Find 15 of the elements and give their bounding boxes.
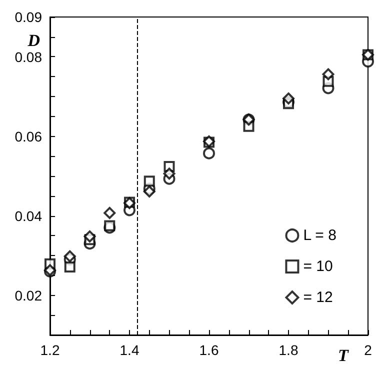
y-tick-label: 0.02 bbox=[14, 287, 42, 304]
legend-label: = 10 bbox=[303, 258, 333, 275]
x-tick-label: 1.8 bbox=[278, 342, 298, 358]
legend-label: = 12 bbox=[303, 289, 333, 306]
x-tick-label: 1.2 bbox=[40, 342, 60, 358]
x-tick-label: 1.6 bbox=[199, 342, 219, 358]
y-tick-label: 0.04 bbox=[14, 208, 42, 224]
y-tick-label: 0.06 bbox=[14, 128, 42, 144]
x-tick-label: 2 bbox=[364, 342, 372, 358]
y-tick-label: 0.09 bbox=[14, 9, 42, 25]
x-tick-label: 1.4 bbox=[120, 342, 140, 358]
legend-label: L = 8 bbox=[303, 227, 336, 244]
y-axis-title: D bbox=[26, 31, 40, 50]
x-axis-title: T bbox=[338, 346, 349, 365]
y-tick-label: 0.08 bbox=[14, 48, 42, 65]
